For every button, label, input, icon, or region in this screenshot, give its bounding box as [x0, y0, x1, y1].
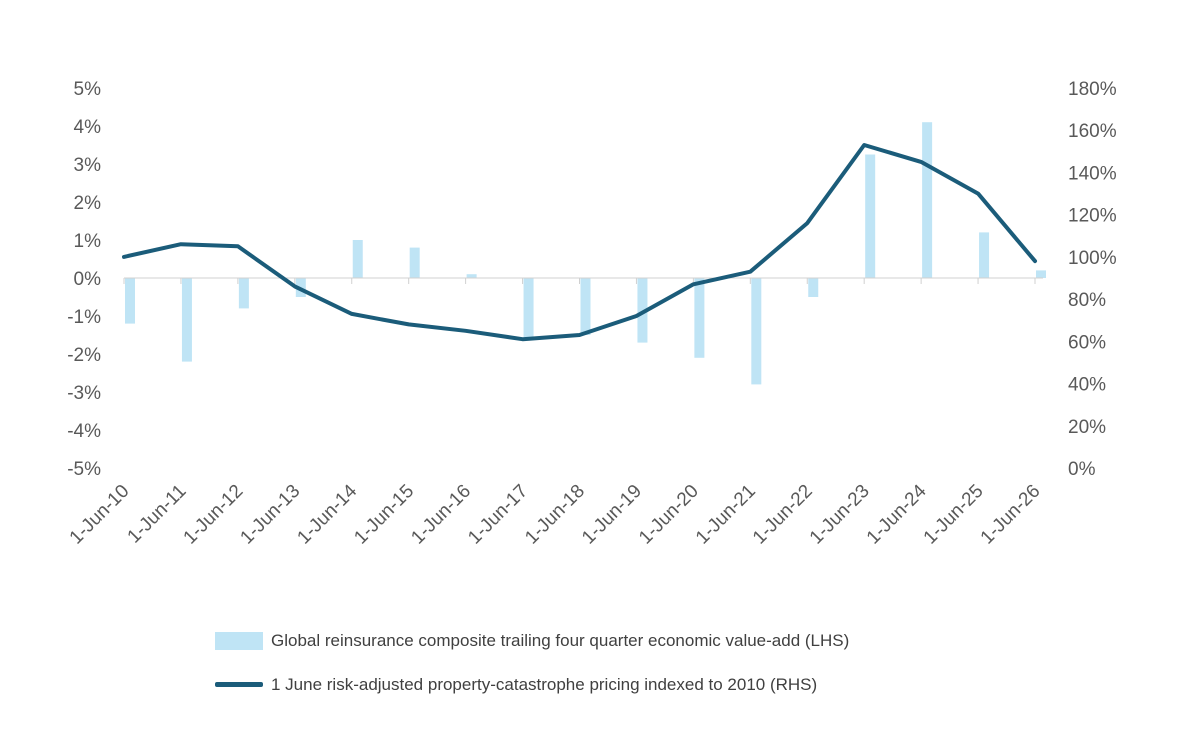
bar: [352, 240, 363, 278]
bar: [238, 278, 249, 309]
right-tick-label: 20%: [1068, 417, 1106, 438]
legend-bar-label: Global reinsurance composite trailing fo…: [271, 630, 850, 650]
x-tick-label: 1-Jun-13: [236, 481, 304, 549]
left-tick-label: 1%: [74, 231, 102, 252]
right-tick-label: 0%: [1068, 459, 1096, 480]
right-tick-label: 140%: [1068, 163, 1117, 184]
x-tick-label: 1-Jun-26: [977, 481, 1045, 549]
bar: [979, 232, 990, 278]
legend: Global reinsurance composite trailing fo…: [215, 628, 849, 716]
bar: [808, 278, 819, 297]
x-tick-label: 1-Jun-18: [521, 481, 589, 549]
legend-line-label: 1 June risk-adjusted property-catastroph…: [271, 674, 818, 694]
x-tick-label: 1-Jun-21: [692, 481, 760, 549]
x-tick-label: 1-Jun-12: [180, 481, 248, 549]
left-tick-label: -5%: [67, 459, 101, 480]
legend-line-swatch: [215, 682, 263, 687]
left-tick-label: 0%: [74, 269, 102, 290]
right-axis-ticks: 180% 160% 140% 120% 100% 80% 60% 40% 20% 0%: [1068, 79, 1117, 480]
right-tick-label: 100%: [1068, 248, 1117, 269]
x-tick-label: 1-Jun-10: [66, 481, 134, 549]
bar: [580, 278, 591, 335]
x-axis-labels: 1-Jun-101-Jun-111-Jun-121-Jun-131-Jun-14…: [66, 480, 1045, 548]
x-tick-label: 1-Jun-23: [806, 481, 874, 549]
legend-item-bar: Global reinsurance composite trailing fo…: [215, 628, 849, 653]
bar: [181, 278, 192, 362]
x-tick-label: 1-Jun-24: [863, 480, 931, 548]
x-tick-label: 1-Jun-11: [124, 481, 191, 548]
left-tick-label: 2%: [74, 193, 102, 214]
x-tick-label: 1-Jun-22: [749, 481, 817, 549]
legend-bar-swatch: [215, 631, 263, 650]
x-tick-label: 1-Jun-17: [464, 481, 532, 549]
bar-series: [125, 122, 1046, 385]
right-tick-label: 60%: [1068, 332, 1106, 353]
legend-item-line: 1 June risk-adjusted property-catastroph…: [215, 672, 849, 697]
line-series: [122, 143, 1037, 342]
bar: [694, 278, 705, 358]
x-tick-label: 1-Jun-19: [578, 481, 646, 549]
left-tick-label: 5%: [74, 79, 102, 100]
right-tick-label: 40%: [1068, 375, 1106, 396]
left-tick-label: 3%: [74, 155, 102, 176]
x-tick-label: 1-Jun-15: [350, 481, 418, 549]
left-tick-label: -1%: [67, 307, 101, 328]
left-tick-label: -4%: [67, 421, 101, 442]
x-axis-ticks: [123, 278, 1036, 284]
x-tick-label: 1-Jun-20: [635, 481, 703, 549]
bar: [751, 278, 762, 385]
left-tick-label: 4%: [74, 117, 102, 138]
bar: [1036, 270, 1046, 278]
bar: [865, 154, 876, 278]
bar: [523, 278, 534, 339]
bar: [922, 122, 933, 278]
left-tick-label: -2%: [67, 345, 101, 366]
left-tick-label: -3%: [67, 383, 101, 404]
bar: [409, 247, 420, 278]
right-tick-label: 80%: [1068, 290, 1106, 311]
bar: [125, 278, 135, 324]
bar: [466, 274, 477, 278]
bar: [637, 278, 648, 343]
combo-chart: 5% 4% 3% 2% 1% 0% -1% -2% -3% -4% -5% 180% 160% 140%…: [66, 79, 1117, 549]
right-tick-label: 160%: [1068, 121, 1117, 142]
left-axis-ticks: 5% 4% 3% 2% 1% 0% -1% -2% -3% -4% -5%: [67, 79, 101, 480]
right-tick-label: 180%: [1068, 79, 1117, 100]
x-tick-label: 1-Jun-16: [407, 481, 475, 549]
x-tick-label: 1-Jun-14: [293, 480, 361, 548]
right-tick-label: 120%: [1068, 206, 1117, 227]
x-tick-label: 1-Jun-25: [920, 481, 988, 549]
